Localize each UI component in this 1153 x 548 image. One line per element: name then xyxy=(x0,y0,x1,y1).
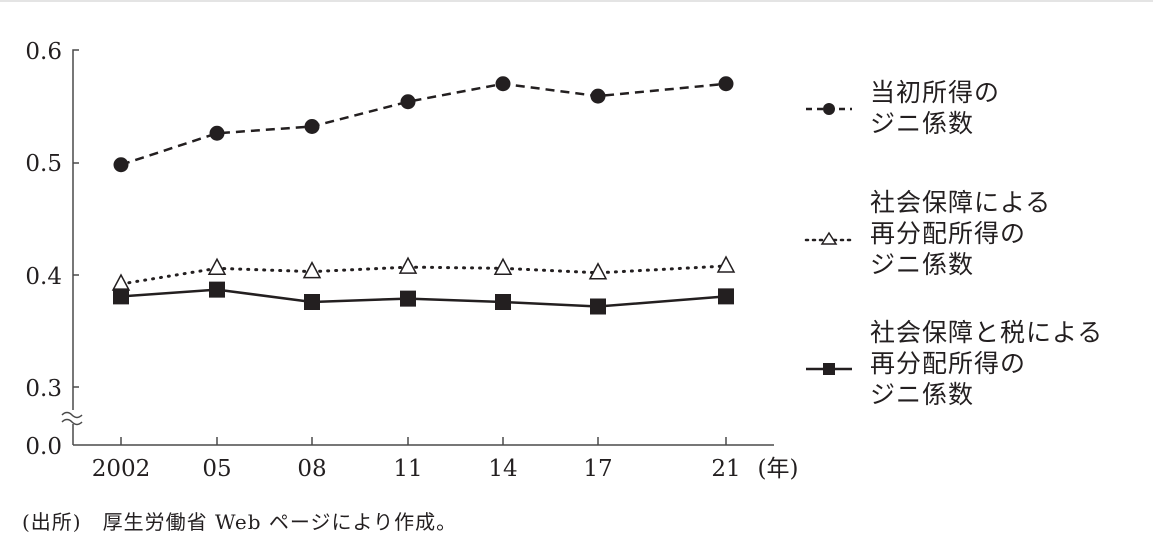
legend-line: 再分配所得の xyxy=(870,219,1027,248)
square-marker-icon xyxy=(113,288,129,305)
y-tick-labels: 0.6 0.5 0.4 0.3 0.0 xyxy=(25,39,62,460)
legend-key-social-security-tax xyxy=(806,363,852,375)
y-tick-label: 0.0 xyxy=(25,434,62,460)
triangle-marker-icon xyxy=(302,261,322,279)
circle-marker-icon xyxy=(209,125,225,141)
square-marker-icon xyxy=(400,290,416,307)
legend-item-social-security-tax: 社会保障と税による 再分配所得の ジニ係数 xyxy=(870,317,1103,410)
legend-line: 社会保障と税による xyxy=(870,318,1104,347)
x-tick-label: 21 xyxy=(711,456,740,482)
circle-marker-icon xyxy=(590,88,606,104)
x-tick-label: 05 xyxy=(202,456,231,482)
triangle-marker-icon xyxy=(820,231,838,245)
y-tick-label: 0.4 xyxy=(25,264,62,290)
triangle-marker-icon xyxy=(493,257,513,275)
x-tick-label: 17 xyxy=(583,456,612,482)
x-tick-label: 14 xyxy=(488,456,517,482)
x-tick-label: 2002 xyxy=(92,456,151,482)
triangle-marker-icon xyxy=(588,262,608,280)
circle-marker-icon xyxy=(304,119,320,134)
square-marker-icon xyxy=(495,294,511,310)
circle-marker-icon xyxy=(823,103,835,115)
triangle-marker-icon xyxy=(111,273,131,291)
circle-marker-icon xyxy=(113,157,129,173)
y-axis xyxy=(72,49,79,445)
square-marker-icon xyxy=(823,363,835,375)
circle-marker-icon xyxy=(400,94,416,110)
x-tick-label: 08 xyxy=(297,456,326,482)
triangle-marker-icon xyxy=(207,257,227,275)
triangle-marker-icon xyxy=(398,256,418,274)
x-tick-labels: 2002 05 08 11 14 17 21 (年) xyxy=(92,456,799,482)
legend-line: 当初所得の xyxy=(870,78,1001,107)
x-tick-label: 11 xyxy=(393,456,422,482)
y-tick-label: 0.3 xyxy=(25,376,62,402)
legend-line: ジニ係数 xyxy=(870,109,975,138)
square-marker-icon xyxy=(718,288,734,305)
legend-key-social-security xyxy=(804,231,856,245)
square-marker-icon xyxy=(209,281,225,298)
y-tick-label: 0.5 xyxy=(25,151,62,177)
legend-line: 社会保障による xyxy=(870,188,1052,217)
square-marker-icon xyxy=(304,294,320,310)
legend-key-initial xyxy=(806,103,852,115)
series-layer xyxy=(111,76,736,315)
x-axis-unit: (年) xyxy=(758,456,799,482)
legend-line: 再分配所得の xyxy=(870,349,1027,378)
axis-break-icon xyxy=(60,410,84,426)
square-marker-icon xyxy=(590,298,606,315)
legend-item-initial-income: 当初所得の ジニ係数 xyxy=(870,77,1000,139)
legend-line: ジニ係数 xyxy=(870,380,975,409)
y-tick-label: 0.6 xyxy=(25,39,62,65)
x-axis xyxy=(73,437,774,446)
legend-item-social-security: 社会保障による 再分配所得の ジニ係数 xyxy=(870,187,1051,280)
source-note: (出所) 厚生労働省 Web ページにより作成。 xyxy=(22,510,458,534)
circle-marker-icon xyxy=(495,76,511,92)
series-line xyxy=(120,82,727,166)
circle-marker-icon xyxy=(718,76,734,92)
legend-line: ジニ係数 xyxy=(870,250,975,279)
top-border xyxy=(0,0,1153,2)
triangle-marker-icon xyxy=(716,255,736,273)
